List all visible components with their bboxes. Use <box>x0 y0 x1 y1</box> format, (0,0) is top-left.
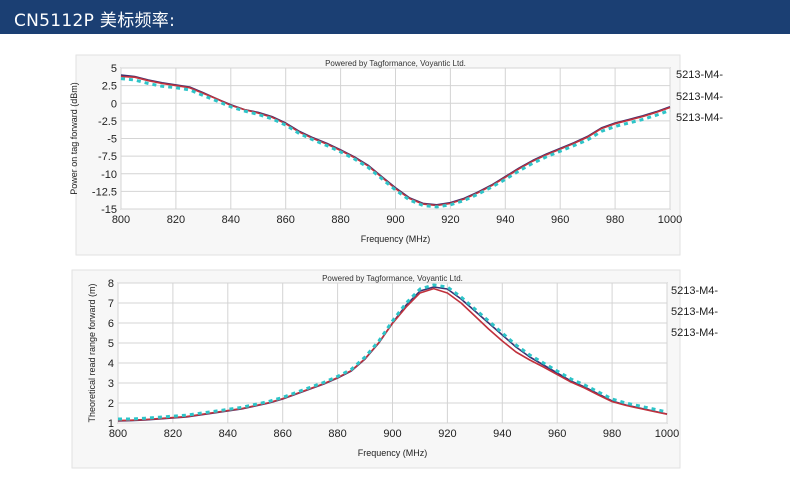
read-range-chart: 800 820 840 860 880 900 920 940 960 980 1000 8 7 6 5 4 3… <box>71 269 718 469</box>
x-tick-label: 900 <box>383 428 401 440</box>
legend-entry: 5213-M4- <box>671 327 718 339</box>
x-tick-label: 820 <box>167 214 185 226</box>
y-tick-label: 5 <box>111 63 117 75</box>
legend-entry: 5213-M4- <box>671 285 718 297</box>
power-chart: 800 820 840 860 880 900 920 940 960 980 1000 5 2.5 0 -… <box>69 54 723 256</box>
y-tick-label: 3 <box>108 378 114 390</box>
y-tick-label: 1 <box>108 418 114 430</box>
x-tick-label: 960 <box>548 428 566 440</box>
y-tick-label: 2.5 <box>102 81 117 93</box>
y-tick-label: -10 <box>101 169 117 181</box>
chart-title: Powered by Tagformance, Voyantic Ltd. <box>322 274 463 283</box>
x-tick-label: 940 <box>493 428 511 440</box>
y-tick-label: -5 <box>107 134 117 146</box>
x-tick-label: 880 <box>331 214 349 226</box>
y-tick-label: 5 <box>108 338 114 350</box>
x-tick-label: 980 <box>606 214 624 226</box>
x-axis-label: Frequency (MHz) <box>358 448 428 458</box>
x-tick-label: 1000 <box>658 214 682 226</box>
legend-entry: 5213-M4- <box>676 69 723 81</box>
x-axis-label: Frequency (MHz) <box>361 234 431 244</box>
y-tick-label: -15 <box>101 204 117 216</box>
x-tick-label: 980 <box>603 428 621 440</box>
series-line-3 <box>118 283 668 421</box>
y-tick-label: 2 <box>108 398 114 410</box>
x-tick-label: 860 <box>277 214 295 226</box>
y-tick-label: 7 <box>108 298 114 310</box>
x-tick-label: 900 <box>386 214 404 226</box>
y-tick-label: -2.5 <box>98 116 117 128</box>
y-tick-label: 6 <box>108 318 114 330</box>
y-tick-label: 0 <box>111 98 117 110</box>
y-tick-label: 8 <box>108 278 114 290</box>
x-tick-label: 940 <box>496 214 514 226</box>
legend-entry: 5213-M4- <box>676 112 723 124</box>
x-tick-label: 800 <box>109 428 127 440</box>
x-tick-label: 800 <box>112 214 130 226</box>
legend-entry: 5213-M4- <box>671 306 718 318</box>
page-header: CN5112P 美标频率: <box>0 0 790 34</box>
x-tick-label: 820 <box>164 428 182 440</box>
x-tick-label: 920 <box>438 428 456 440</box>
legend-entry: 5213-M4- <box>676 91 723 103</box>
x-tick-label: 880 <box>328 428 346 440</box>
page-title: CN5112P 美标频率: <box>14 11 176 31</box>
y-tick-label: -7.5 <box>98 151 117 163</box>
x-tick-label: 920 <box>441 214 459 226</box>
y-axis-label: Theoretical read range forward (m) <box>87 283 97 422</box>
x-tick-label: 840 <box>219 428 237 440</box>
x-tick-label: 960 <box>551 214 569 226</box>
y-tick-label: 4 <box>108 358 114 370</box>
y-tick-label: -12.5 <box>92 186 117 198</box>
x-tick-label: 1000 <box>655 428 679 440</box>
chart-title: Powered by Tagformance, Voyantic Ltd. <box>325 59 466 68</box>
x-tick-label: 840 <box>222 214 240 226</box>
x-tick-label: 860 <box>274 428 292 440</box>
y-axis-label: Power on tag forward (dBm) <box>69 82 79 195</box>
